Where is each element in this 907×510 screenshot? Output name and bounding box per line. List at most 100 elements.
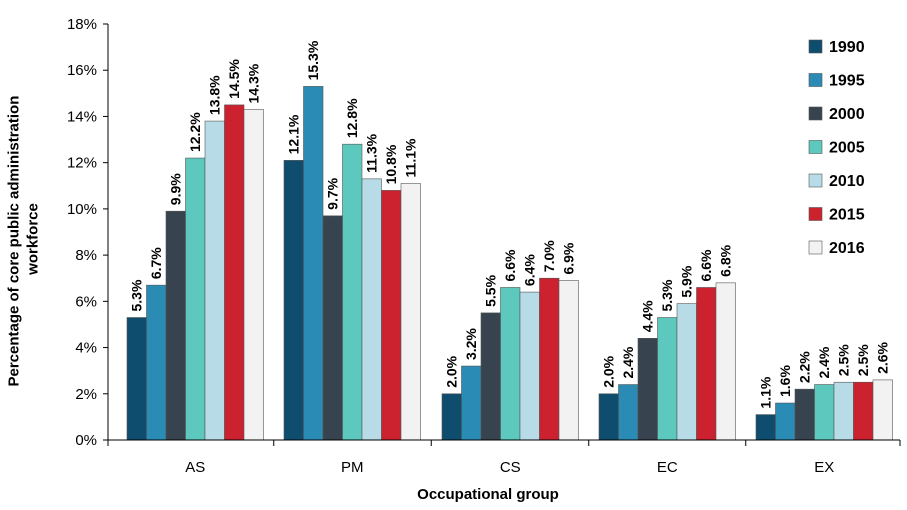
bar [126, 317, 147, 441]
bar [204, 120, 225, 441]
x-tick-label: AS [185, 459, 205, 476]
x-axis-title: Occupational group [417, 486, 559, 503]
data-label: 2.2% [797, 351, 813, 383]
y-tick-label: 12% [67, 155, 97, 172]
bar [303, 86, 324, 441]
y-tick-label: 18% [67, 16, 97, 33]
bar [637, 338, 658, 441]
data-label: 9.7% [325, 177, 341, 209]
y-tick-label: 2% [75, 386, 97, 403]
legend-swatch [808, 173, 823, 188]
legend-swatch [808, 39, 823, 54]
bar [381, 190, 402, 441]
bar [676, 303, 697, 441]
data-label: 1.1% [758, 376, 774, 408]
data-label: 1.6% [777, 365, 793, 397]
legend-label: 1990 [829, 39, 865, 56]
bar [775, 402, 796, 441]
y-tick-label: 16% [67, 62, 97, 79]
legend: 1990 1995 2000 2005 2010 2015 2016 [808, 39, 865, 257]
data-label: 5.3% [659, 279, 675, 311]
y-tick-label: 4% [75, 340, 97, 357]
data-label: 2.4% [620, 346, 636, 378]
x-tick-label: PM [341, 459, 364, 476]
data-label: 3.2% [463, 328, 479, 360]
y-tick-label: 10% [67, 201, 97, 218]
data-label: 6.4% [522, 254, 538, 286]
data-label: 6.6% [698, 249, 714, 281]
bar [500, 287, 521, 441]
data-label: 15.3% [305, 40, 321, 80]
bar [755, 414, 776, 441]
data-label: 12.1% [286, 114, 302, 154]
legend-label: 2010 [829, 173, 865, 190]
legend-swatch [808, 140, 823, 154]
legend-swatch [808, 106, 823, 121]
bar [165, 210, 186, 441]
y-tick-label: 14% [67, 108, 97, 125]
legend-label: 1995 [829, 73, 865, 90]
bar [224, 104, 245, 441]
bar [461, 365, 482, 441]
data-label: 5.3% [129, 279, 145, 311]
bar [480, 312, 501, 441]
bar [558, 280, 579, 441]
bar [872, 379, 893, 441]
data-label: 6.6% [502, 249, 518, 281]
data-label: 11.3% [364, 133, 380, 172]
bar [657, 317, 678, 441]
legend-swatch [808, 240, 823, 255]
data-labels: 5.3% 12.1% 2.0% 2.0% 1.1% 6.7% 15.3% 3.2% 2.4% 1.… [129, 40, 891, 408]
y-tick-label: 0% [75, 432, 97, 449]
data-label: 6.7% [148, 247, 164, 279]
data-label: 12.8% [344, 98, 360, 138]
bar [519, 291, 540, 441]
bar [794, 388, 815, 441]
bar [853, 381, 874, 441]
data-label: 2.5% [836, 344, 852, 376]
x-tick-label: CS [500, 459, 521, 476]
bar [146, 284, 167, 441]
data-label: 13.8% [207, 75, 223, 115]
data-label: 6.8% [718, 244, 734, 276]
bar [598, 393, 619, 441]
y-axis-title: Percentage of core public administration… [6, 91, 42, 386]
data-label: 9.9% [168, 173, 184, 205]
bar [243, 109, 264, 441]
legend-swatch [808, 73, 823, 87]
data-label: 14.5% [226, 59, 242, 99]
bar [715, 282, 736, 441]
y-tick-label: 8% [75, 247, 97, 264]
y-axis-title-line1: Percentage of core public administration [6, 96, 23, 387]
bar [539, 277, 560, 441]
data-label: 5.5% [483, 274, 499, 306]
y-axis-title-line2: workforce [24, 203, 41, 276]
data-label: 4.4% [640, 300, 656, 332]
bar [361, 178, 382, 441]
data-label: 5.9% [679, 265, 695, 297]
category-labels: AS PM CS EC EX [107, 440, 901, 476]
data-label: 2.0% [444, 355, 460, 387]
data-label: 7.0% [541, 240, 557, 272]
x-tick-label: EC [657, 459, 678, 476]
data-label: 2.5% [855, 344, 871, 376]
legend-label: 2005 [829, 140, 865, 157]
bar [185, 157, 206, 441]
bar [283, 160, 304, 441]
bar [618, 384, 639, 441]
bar [322, 215, 343, 441]
legend-label: 2000 [829, 106, 865, 123]
bars [126, 86, 893, 441]
legend-swatch [808, 207, 823, 221]
data-label: 14.3% [246, 63, 262, 103]
data-label: 2.6% [875, 341, 891, 373]
y-tick-label: 6% [75, 293, 97, 310]
bar [814, 384, 835, 441]
legend-label: 2016 [829, 240, 865, 257]
x-tick-label: EX [814, 459, 834, 476]
bar [441, 393, 462, 441]
data-label: 2.4% [816, 346, 832, 378]
data-label: 11.1% [403, 138, 419, 177]
y-axis-ticks: 0% 2% 4% 6% 8% 10% 12% 14% 16% 18% [67, 16, 108, 449]
